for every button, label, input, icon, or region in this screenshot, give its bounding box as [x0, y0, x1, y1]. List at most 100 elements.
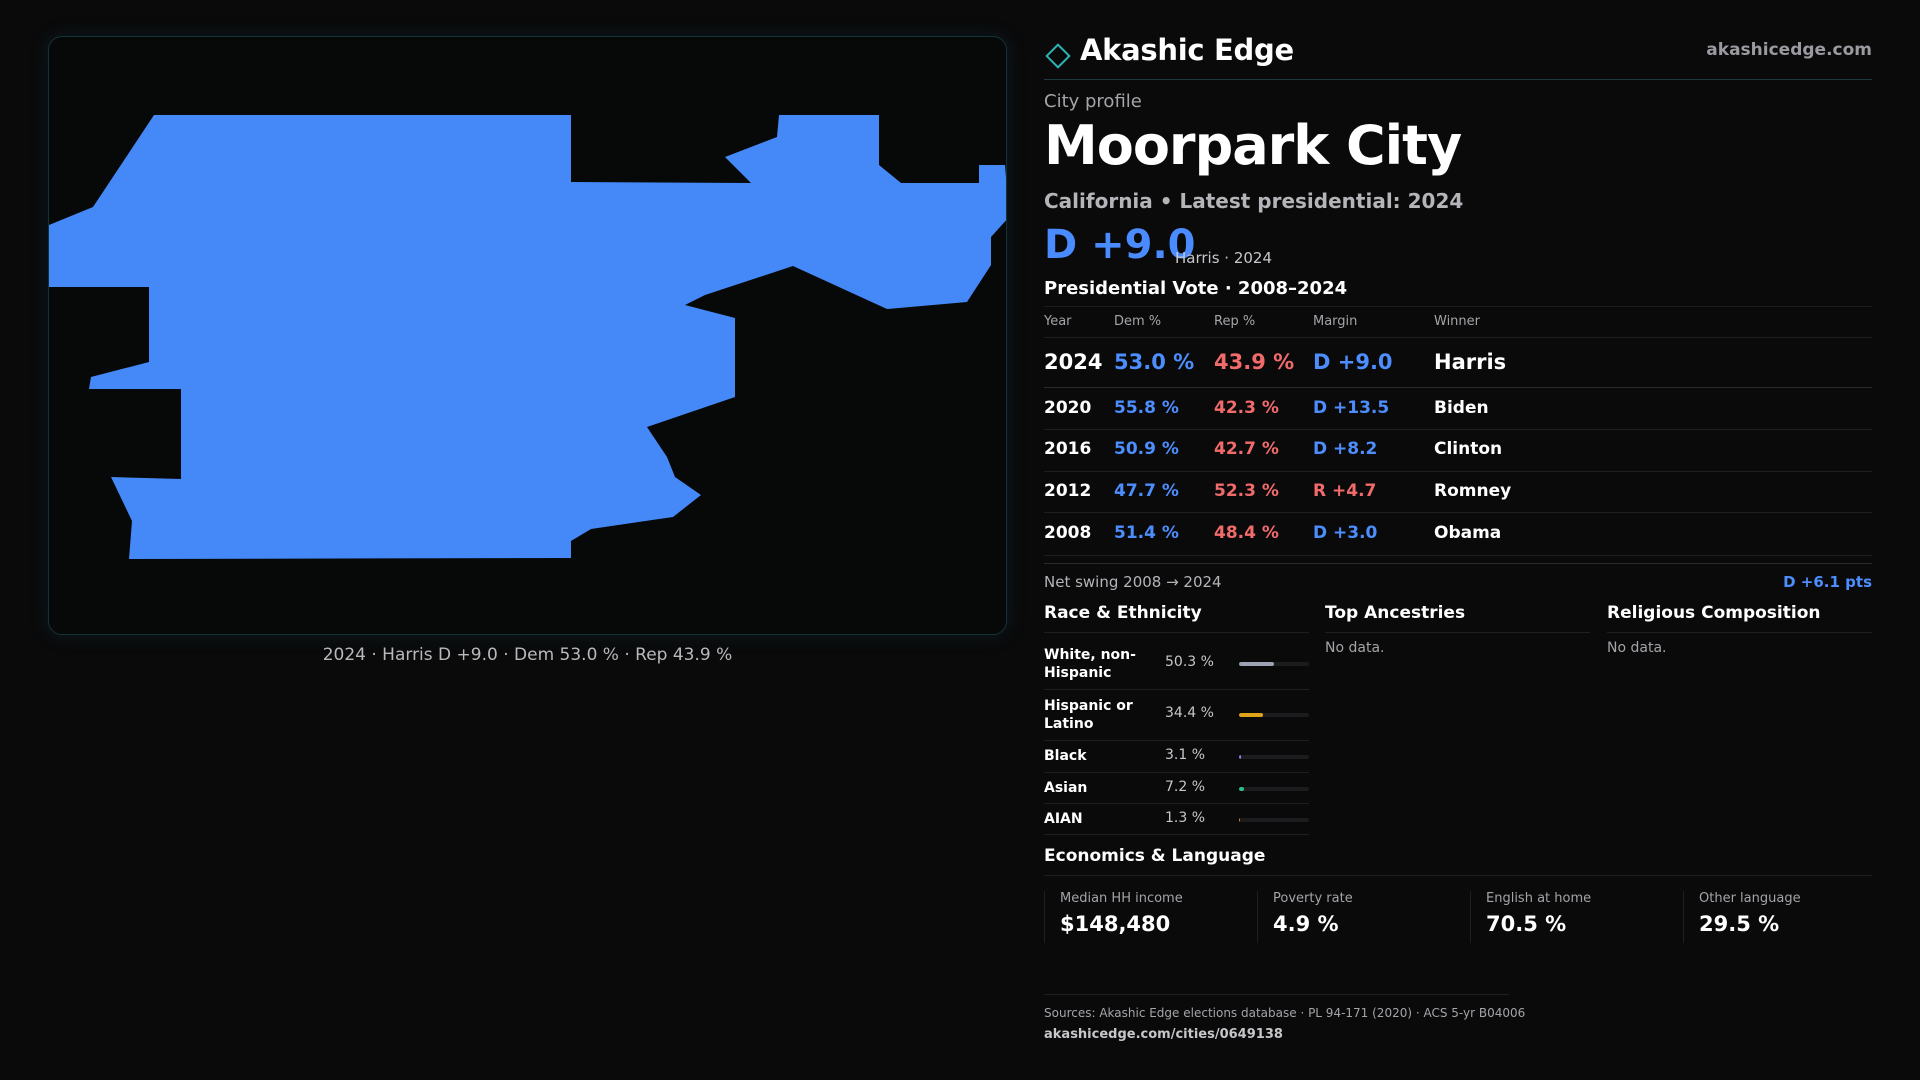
- stat-label: Other language: [1699, 891, 1801, 906]
- vote-divider: [1044, 306, 1872, 307]
- row-divider: [1044, 429, 1872, 430]
- row-year: 2024: [1044, 350, 1103, 374]
- row-margin: D +3.0: [1313, 523, 1378, 543]
- stat-card-other-language: Other language 29.5 %: [1683, 891, 1896, 943]
- ethnicity-label: Asian: [1044, 780, 1088, 796]
- row-margin: D +8.2: [1313, 439, 1378, 459]
- row-winner: Romney: [1434, 481, 1512, 501]
- diamond-logo-icon: [1045, 43, 1071, 69]
- brand-url-link[interactable]: akashicedge.com: [1706, 40, 1872, 60]
- headline-margin: D +9.0: [1044, 222, 1196, 268]
- row-divider: [1044, 387, 1872, 388]
- ethnicity-label: Black: [1044, 748, 1087, 764]
- ethnicity-value: 34.4 %: [1165, 705, 1214, 721]
- page-subtitle: California • Latest presidential: 2024: [1044, 189, 1464, 213]
- ethnicity-bar: [1239, 713, 1309, 717]
- map-caption: 2024 · Harris D +9.0 · Dem 53.0 % · Rep …: [322, 645, 733, 665]
- row-divider: [1044, 689, 1309, 690]
- row-winner: Biden: [1434, 398, 1489, 418]
- ethnicity-value: 1.3 %: [1165, 810, 1206, 826]
- stat-card-english: English at home 70.5 %: [1470, 891, 1683, 943]
- stat-label: English at home: [1486, 891, 1592, 906]
- row-rep: 43.9 %: [1214, 350, 1295, 374]
- ethnicity-value: 50.3 %: [1165, 654, 1214, 670]
- vote-section-title: Presidential Vote · 2008–2024: [1044, 278, 1348, 299]
- row-divider: [1044, 834, 1309, 835]
- table-bottom-divider: [1044, 563, 1872, 564]
- row-dem: 51.4 %: [1114, 523, 1179, 543]
- ethnicity-bar-fill: [1239, 713, 1264, 717]
- ethnicity-bar: [1239, 662, 1309, 666]
- row-rep: 52.3 %: [1214, 481, 1279, 501]
- ethnicity-bar-fill: [1239, 662, 1275, 666]
- row-year: 2012: [1044, 481, 1092, 501]
- ethnicity-bar: [1239, 818, 1309, 822]
- net-swing-label: Net swing 2008 → 2024: [1044, 573, 1222, 591]
- ethnicity-bar-fill: [1239, 755, 1242, 759]
- ancestries-divider: [1325, 632, 1590, 633]
- ethnicity-bar: [1239, 755, 1309, 759]
- economics-section-title: Economics & Language: [1044, 846, 1266, 866]
- ethnicity-bar: [1239, 787, 1309, 791]
- row-margin: D +9.0: [1313, 350, 1393, 374]
- row-winner: Obama: [1434, 523, 1502, 543]
- stat-value: 70.5 %: [1486, 912, 1567, 936]
- row-margin: D +13.5: [1313, 398, 1390, 418]
- ethnicity-bar-fill: [1239, 787, 1245, 791]
- brand-name: Akashic Edge: [1080, 33, 1294, 67]
- row-rep: 48.4 %: [1214, 523, 1279, 543]
- headline-note: Harris · 2024: [1175, 249, 1273, 267]
- stat-card-poverty: Poverty rate 4.9 %: [1257, 891, 1470, 943]
- ethnicity-value: 7.2 %: [1165, 779, 1206, 795]
- ethnicity-label: White, non-Hispanic: [1044, 647, 1136, 681]
- row-divider: [1044, 512, 1872, 513]
- row-rep: 42.3 %: [1214, 398, 1279, 418]
- stat-card-income: Median HH income $148,480: [1044, 891, 1257, 943]
- profile-kicker: City profile: [1044, 91, 1142, 112]
- ethnicity-bar-fill: [1239, 818, 1241, 822]
- city-boundary-shape: [49, 115, 1006, 559]
- stat-value: 29.5 %: [1699, 912, 1780, 936]
- row-margin: R +4.7: [1313, 481, 1377, 501]
- ethnicity-value: 3.1 %: [1165, 747, 1206, 763]
- col-header-dem: Dem %: [1114, 314, 1162, 329]
- col-header-year: Year: [1044, 314, 1072, 329]
- stat-label: Median HH income: [1060, 891, 1183, 906]
- row-year: 2008: [1044, 523, 1092, 543]
- row-dem: 55.8 %: [1114, 398, 1179, 418]
- ethnicity-label: AIAN: [1044, 811, 1083, 827]
- footer-url-link[interactable]: akashicedge.com/cities/0649138: [1044, 1027, 1283, 1042]
- col-header-winner: Winner: [1434, 314, 1481, 329]
- footer-divider: [1044, 994, 1509, 995]
- religion-section-title: Religious Composition: [1607, 603, 1821, 623]
- stat-value: 4.9 %: [1273, 912, 1339, 936]
- stat-value: $148,480: [1060, 912, 1171, 936]
- ancestries-empty: No data.: [1325, 640, 1385, 656]
- city-map[interactable]: [48, 36, 1007, 635]
- col-header-rep: Rep %: [1214, 314, 1256, 329]
- col-header-margin: Margin: [1313, 314, 1358, 329]
- row-winner: Harris: [1434, 350, 1507, 374]
- row-divider: [1044, 471, 1872, 472]
- net-swing-value: D +6.1 pts: [1783, 573, 1872, 591]
- row-year: 2020: [1044, 398, 1092, 418]
- row-divider: [1044, 803, 1309, 804]
- economics-divider: [1044, 875, 1872, 876]
- profile-panel: Akashic Edge akashicedge.com City profil…: [1044, 0, 1872, 1080]
- footer-sources: Sources: Akashic Edge elections database…: [1044, 1006, 1526, 1020]
- row-dem: 53.0 %: [1114, 350, 1195, 374]
- row-divider: [1044, 740, 1309, 741]
- table-header-divider: [1044, 337, 1872, 338]
- religion-divider: [1607, 632, 1872, 633]
- row-rep: 42.7 %: [1214, 439, 1279, 459]
- city-boundary-map: [49, 115, 1006, 559]
- row-dem: 50.9 %: [1114, 439, 1179, 459]
- religion-empty: No data.: [1607, 640, 1667, 656]
- row-divider: [1044, 555, 1872, 556]
- row-divider: [1044, 772, 1309, 773]
- row-year: 2016: [1044, 439, 1092, 459]
- race-section-title: Race & Ethnicity: [1044, 603, 1202, 623]
- row-winner: Clinton: [1434, 439, 1503, 459]
- ancestries-section-title: Top Ancestries: [1325, 603, 1466, 623]
- header-divider: [1044, 79, 1872, 80]
